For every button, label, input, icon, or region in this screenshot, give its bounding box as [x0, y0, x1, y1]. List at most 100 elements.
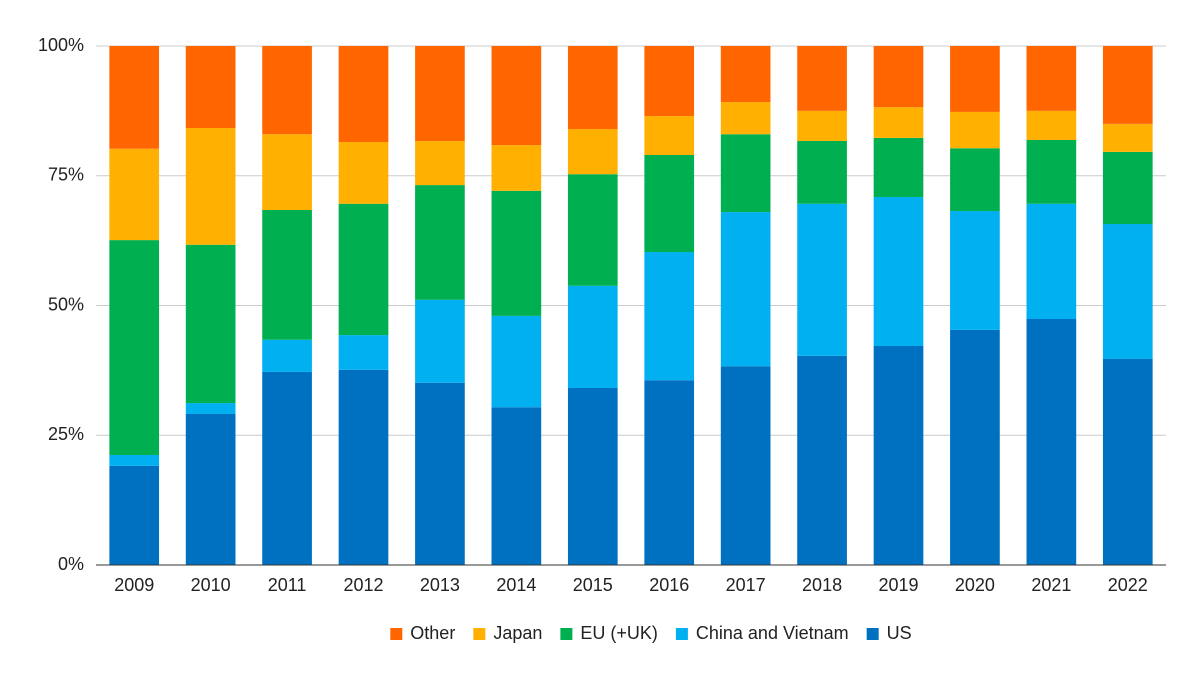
bar-segment [185, 46, 236, 129]
legend-label: China and Vietnam [696, 623, 849, 643]
bar-segment [1026, 318, 1077, 565]
bar-segment [950, 111, 1000, 149]
bar-segment [720, 46, 771, 103]
bar-segment [262, 134, 312, 211]
bar-segment [644, 116, 695, 155]
bar-segment [1102, 358, 1153, 565]
bar-segment [185, 403, 236, 414]
bar-segment [491, 46, 542, 146]
bar-segment [567, 285, 618, 389]
bar-segment [644, 154, 695, 253]
bar-segment [338, 369, 389, 565]
bar-segment [262, 46, 312, 135]
bar-segment [797, 140, 847, 204]
bar-segment [338, 46, 389, 143]
bar-segment [873, 197, 924, 346]
x-tick-label: 2022 [1108, 575, 1148, 595]
bar-segment [720, 102, 771, 135]
y-tick-label: 0% [58, 554, 84, 574]
legend-label: EU (+UK) [580, 623, 658, 643]
x-tick-label: 2016 [649, 575, 689, 595]
bar-segment [185, 413, 236, 565]
bar-segment [491, 407, 542, 565]
bar-segment [109, 465, 160, 565]
legend-swatch [675, 628, 688, 640]
bar-segment [109, 148, 160, 241]
bar-segment [1102, 46, 1153, 124]
bar-segment [491, 145, 542, 191]
x-tick-label: 2012 [343, 575, 383, 595]
bar-segment [491, 190, 542, 316]
x-tick-label: 2010 [191, 575, 231, 595]
y-tick-label: 100% [38, 35, 84, 55]
bar-segment [950, 148, 1000, 212]
x-tick-label: 2019 [878, 575, 918, 595]
bar-segment [644, 380, 695, 565]
bar-segment [262, 339, 312, 372]
x-tick-label: 2021 [1031, 575, 1071, 595]
bar-segment [338, 335, 389, 370]
bar-segment [1026, 203, 1077, 319]
bar-segment [1026, 46, 1077, 111]
legend-swatch [390, 628, 403, 640]
legend-label: Other [410, 623, 455, 643]
bar-segment [720, 366, 771, 565]
bar-segment [720, 134, 771, 213]
legend-label: US [887, 623, 912, 643]
x-tick-label: 2017 [726, 575, 766, 595]
bar-segment [567, 46, 618, 130]
bar-segment [720, 212, 771, 367]
y-tick-label: 75% [48, 165, 84, 185]
bar-segment [797, 46, 847, 111]
bar-segment [950, 211, 1000, 330]
bar-segment [185, 244, 236, 404]
x-tick-label: 2018 [802, 575, 842, 595]
legend-swatch [560, 628, 573, 640]
bar-segment [415, 140, 465, 186]
x-tick-label: 2020 [955, 575, 995, 595]
bar-segment [873, 46, 924, 108]
bar-segment [185, 128, 236, 245]
bar-segment [567, 129, 618, 175]
legend-swatch [866, 628, 879, 640]
x-tick-label: 2013 [420, 575, 460, 595]
x-tick-label: 2011 [268, 575, 307, 595]
bar-segment [567, 388, 618, 565]
bar-segment [415, 382, 465, 565]
bar-segment [644, 46, 695, 117]
bar-segment [873, 345, 924, 565]
bar-segment [797, 203, 847, 356]
bar-segment [1026, 110, 1077, 140]
y-tick-label: 25% [48, 424, 84, 444]
y-tick-label: 50% [48, 294, 84, 314]
bar-segment [491, 315, 542, 408]
bar-segment [109, 454, 160, 466]
bar-segment [950, 46, 1000, 112]
bar-segment [338, 142, 389, 204]
bar-segment [415, 46, 465, 141]
bar-segment [644, 252, 695, 381]
bar-segment [1102, 151, 1153, 225]
x-tick-label: 2015 [573, 575, 613, 595]
bar-segment [262, 210, 312, 340]
bar-segment [567, 174, 618, 286]
bar-segment [797, 110, 847, 141]
bar-segment [1102, 123, 1153, 152]
x-tick-label: 2009 [114, 575, 154, 595]
legend-label: Japan [493, 623, 542, 643]
bar-segment [415, 299, 465, 383]
x-tick-label: 2014 [496, 575, 536, 595]
bar-segment [415, 185, 465, 300]
bar-segment [873, 107, 924, 138]
bar-segment [797, 355, 847, 565]
bar-segment [338, 203, 389, 336]
bar-segment [1102, 224, 1153, 359]
bar-segment [109, 240, 160, 455]
bar-segment [1026, 139, 1077, 204]
bar-segment [262, 371, 312, 565]
bar-segment [109, 46, 160, 149]
legend-swatch [473, 628, 486, 640]
bar-segment [873, 137, 924, 198]
bar-segment [950, 329, 1000, 565]
